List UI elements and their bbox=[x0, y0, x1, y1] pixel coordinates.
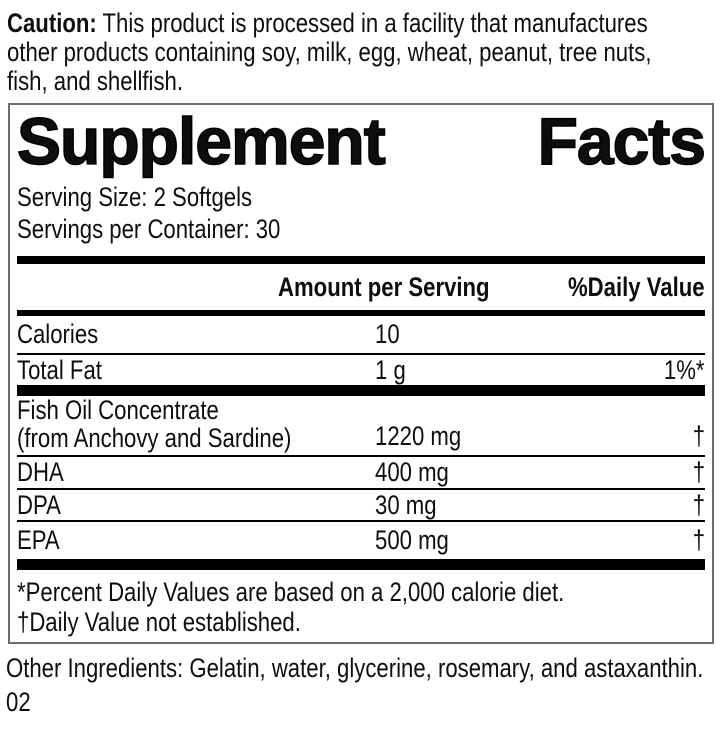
nutrient-amount: 400 mg bbox=[375, 457, 449, 487]
caution-line-3: fish, and shellfish. bbox=[7, 67, 720, 96]
nutrient-amount: 500 mg bbox=[375, 525, 449, 555]
servings-per-container-line: Servings per Container: 30 bbox=[17, 214, 281, 244]
divider-bar-under-header bbox=[17, 310, 705, 316]
nutrient-name: DPA bbox=[17, 489, 61, 520]
footnotes-block: *Percent Daily Values are based on a 2,0… bbox=[17, 577, 705, 637]
nutrient-name: Total Fat bbox=[17, 354, 102, 385]
caution-label: Caution: bbox=[7, 8, 97, 38]
caution-line-1: Caution: This product is processed in a … bbox=[7, 9, 720, 38]
other-ingredients-line: Other Ingredients: Gelatin, water, glyce… bbox=[6, 653, 704, 683]
nutrient-daily-value: † bbox=[665, 490, 705, 521]
table-row-dpa: DPA 30 mg † bbox=[17, 490, 705, 522]
divider-bar-top bbox=[17, 256, 705, 264]
panel-title-word-left: Supplement bbox=[16, 104, 386, 178]
daily-value-header: %Daily Value bbox=[568, 271, 705, 302]
dagger-symbol: † bbox=[692, 489, 705, 520]
caution-line-2: other products containing soy, milk, egg… bbox=[7, 38, 720, 67]
supplement-facts-panel: Supplement Facts Serving Size: 2 Softgel… bbox=[8, 103, 714, 644]
table-row-fish-oil-concentrate: Fish Oil Concentrate (from Anchovy and S… bbox=[17, 396, 705, 457]
nutrient-daily-value: † bbox=[665, 421, 705, 452]
nutrient-name: Fish Oil Concentrate (from Anchovy and S… bbox=[17, 395, 292, 453]
divider-bar-bottom-section bbox=[17, 559, 705, 570]
table-row-total-fat: Total Fat 1 g 1%* bbox=[17, 355, 705, 385]
nutrient-daily-value: 1%* bbox=[664, 354, 705, 385]
table-row-epa: EPA 500 mg † bbox=[17, 522, 705, 559]
table-row-dha: DHA 400 mg † bbox=[17, 457, 705, 490]
nutrient-amount: 10 bbox=[375, 319, 400, 349]
amount-per-serving-header: Amount per Serving bbox=[278, 271, 490, 302]
footnote-percent-daily-values: *Percent Daily Values are based on a 2,0… bbox=[17, 577, 565, 607]
dagger-symbol: † bbox=[692, 525, 705, 555]
table-header-row: Amount per Serving %Daily Value bbox=[17, 264, 705, 310]
dagger-symbol: † bbox=[692, 457, 705, 487]
nutrient-name-source: (from Anchovy and Sardine) bbox=[17, 423, 292, 453]
nutrient-daily-value: † bbox=[665, 457, 705, 488]
nutrient-name: Calories bbox=[17, 319, 99, 349]
batch-code: 02 bbox=[6, 687, 31, 717]
nutrient-name: DHA bbox=[17, 457, 64, 487]
panel-title: Supplement Facts bbox=[16, 104, 707, 178]
caution-text-1: This product is processed in a facility … bbox=[102, 8, 648, 38]
nutrient-amount: 1 g bbox=[375, 354, 406, 385]
nutrient-name: EPA bbox=[17, 525, 60, 555]
dagger-symbol: † bbox=[692, 421, 705, 451]
table-row-calories: Calories 10 bbox=[17, 316, 705, 355]
nutrient-amount: 30 mg bbox=[375, 489, 437, 520]
footnote-daily-value-not-established: †Daily Value not established. bbox=[17, 607, 301, 637]
caution-block: Caution: This product is processed in a … bbox=[0, 0, 720, 96]
serving-size-line: Serving Size: 2 Softgels bbox=[17, 182, 253, 212]
nutrient-daily-value bbox=[665, 319, 705, 350]
nutrient-amount: 1220 mg bbox=[375, 421, 462, 451]
divider-bar-mid-section bbox=[17, 385, 705, 396]
caution-text-2: other products containing soy, milk, egg… bbox=[7, 37, 652, 67]
panel-title-word-right: Facts bbox=[537, 104, 707, 178]
nutrient-daily-value: † bbox=[665, 525, 705, 556]
caution-text-3: fish, and shellfish. bbox=[7, 66, 183, 96]
